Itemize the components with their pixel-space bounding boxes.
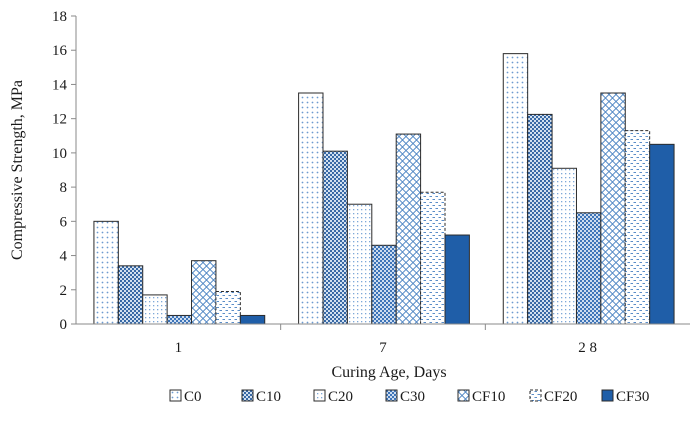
bar-cf30-2: [649, 143, 675, 325]
bar-cf20-2: [624, 130, 651, 325]
bar-cf20-0: [215, 290, 241, 325]
legend-swatch-cf30: [601, 389, 614, 402]
bar-c20-0: [142, 294, 168, 325]
y-tick-label: 16: [52, 43, 68, 59]
bar-cf10-2: [600, 92, 626, 325]
y-tick-label: 14: [52, 77, 68, 93]
legend-label-cf30: CF30: [616, 389, 649, 405]
bar-c10-1: [322, 150, 348, 325]
legend-swatch-c0: [169, 389, 182, 402]
legend-swatch-cf20: [529, 389, 542, 402]
legend-swatch-c20: [313, 389, 326, 402]
x-axis-ticks: 1 7 2 8: [175, 324, 597, 356]
y-axis-title: Compressive Strength, MPa: [9, 80, 26, 260]
y-axis-ticks: 0 2 4 6 8 10 12 14 16 18: [52, 9, 76, 333]
legend-swatch-c30: [385, 389, 398, 402]
bar-c10-2: [527, 113, 553, 325]
bar-c10-0: [117, 265, 144, 325]
y-tick-label: 8: [60, 180, 68, 196]
bar-c0-2: [502, 53, 529, 325]
legend: C0 C10 C20 C30 CF10 CF20 CF30: [169, 389, 649, 405]
legend-label-c20: C20: [328, 389, 353, 405]
bar-c20-1: [346, 203, 373, 325]
bar-c0-0: [93, 220, 119, 325]
bar-c30-0: [166, 314, 193, 325]
x-tick-label: 7: [379, 340, 387, 356]
legend-label-c30: C30: [400, 389, 425, 405]
legend-label-c0: C0: [184, 389, 202, 405]
legend-swatch-c10: [241, 389, 254, 402]
legend-swatch-cf10: [457, 389, 470, 402]
x-axis-title: Curing Age, Days: [331, 364, 446, 381]
x-tick-label: 1: [175, 340, 183, 356]
legend-label-cf20: CF20: [544, 389, 577, 405]
bar-c30-2: [575, 212, 602, 325]
bar-c0-1: [298, 92, 324, 325]
x-tick-label: 2 8: [578, 340, 597, 356]
bar-cf20-1: [420, 191, 446, 325]
bar-cf10-0: [191, 260, 217, 325]
legend-label-cf10: CF10: [472, 389, 505, 405]
bar-cf10-1: [395, 133, 422, 325]
bar-c20-2: [551, 167, 577, 325]
y-tick-label: 18: [52, 9, 67, 25]
y-tick-label: 10: [52, 146, 67, 162]
y-tick-label: 12: [52, 112, 67, 128]
legend-label-c10: C10: [256, 389, 281, 405]
y-tick-label: 4: [60, 249, 68, 265]
y-tick-label: 0: [60, 317, 68, 333]
y-tick-label: 2: [60, 283, 68, 299]
y-tick-label: 6: [60, 214, 68, 230]
bar-cf30-1: [444, 234, 470, 325]
bar-cf30-0: [239, 314, 266, 325]
bar-c30-1: [371, 244, 397, 325]
bars: [93, 53, 675, 325]
